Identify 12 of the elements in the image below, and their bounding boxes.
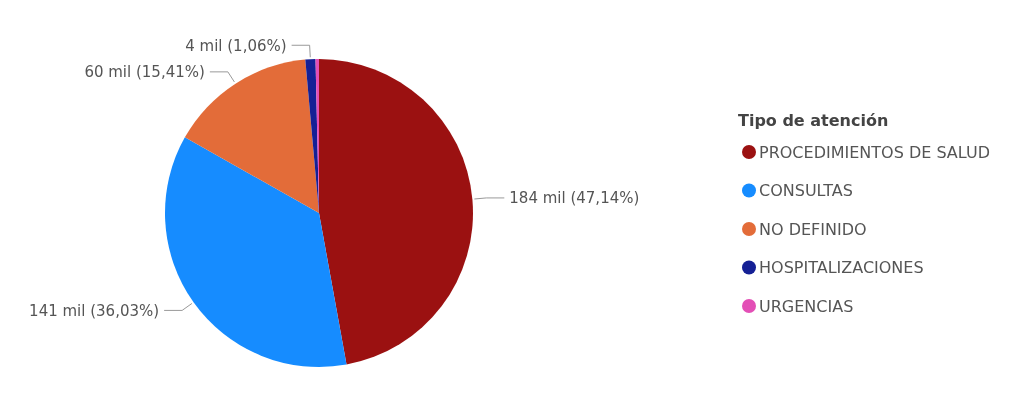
data-label: 184 mil (47,14%): [509, 189, 640, 208]
data-label: 141 mil (36,03%): [29, 301, 160, 320]
data-label: 60 mil (15,41%): [84, 63, 205, 82]
pie-slice: [165, 137, 347, 367]
data-label: 4 mil (1,06%): [185, 36, 287, 55]
legend-label: CONSULTAS: [759, 181, 853, 201]
pie-slice: [319, 59, 473, 365]
legend-label: NO DEFINIDO: [759, 219, 867, 239]
legend-label: URGENCIAS: [759, 296, 854, 316]
legend-label: HOSPITALIZACIONES: [759, 258, 924, 278]
legend-label: PROCEDIMIENTOS DE SALUD: [759, 142, 990, 162]
legend-title: Tipo de atención: [738, 110, 889, 130]
